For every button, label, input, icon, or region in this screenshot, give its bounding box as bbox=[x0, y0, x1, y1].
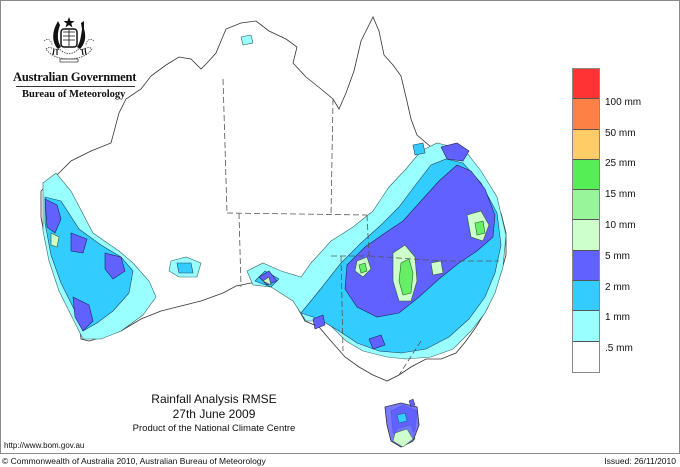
state-borders bbox=[222, 78, 499, 376]
legend-swatch-15mm bbox=[573, 159, 599, 191]
rainfall-map bbox=[40, 16, 507, 448]
legend-label-0-5mm: .5 mm bbox=[605, 343, 633, 354]
map-title: Rainfall Analysis RMSE bbox=[151, 392, 277, 406]
bom-logo: Australian Government Bureau of Meteorol… bbox=[7, 9, 137, 100]
legend-swatch-5mm bbox=[573, 220, 599, 251]
org-name: Australian Government bbox=[13, 70, 137, 84]
map-frame: Australian Government Bureau of Meteorol… bbox=[0, 0, 680, 454]
tasmania-5mm bbox=[392, 428, 414, 448]
logo-divider bbox=[16, 86, 135, 87]
legend-label-2mm: 2 mm bbox=[605, 282, 630, 293]
legend-swatch-100mm bbox=[573, 69, 599, 100]
legend-swatch-25mm bbox=[573, 129, 599, 160]
agency-name: Bureau of Meteorology bbox=[22, 89, 126, 100]
legend-label-25mm: 25 mm bbox=[605, 158, 636, 169]
coat-of-arms-icon bbox=[43, 17, 95, 63]
legend-label-1mm: 1 mm bbox=[605, 312, 630, 323]
flinders-island bbox=[408, 398, 416, 408]
copyright-notice: © Commonwealth of Australia 2010, Austra… bbox=[2, 456, 266, 466]
legend-swatch-10mm bbox=[573, 190, 599, 221]
issued-date: Issued: 26/11/2010 bbox=[604, 456, 676, 466]
rainfall-band-10mm bbox=[358, 220, 486, 296]
legend-label-100mm: 100 mm bbox=[605, 97, 642, 108]
product-note: Product of the National Climate Centre bbox=[132, 423, 296, 434]
rainfall-legend bbox=[572, 68, 600, 373]
legend-label-50mm: 50 mm bbox=[605, 128, 636, 139]
legend-label-5mm: 5 mm bbox=[605, 251, 630, 262]
legend-label-15mm: 15 mm bbox=[605, 189, 636, 200]
legend-swatch-1mm bbox=[573, 281, 599, 312]
bom-url-link[interactable]: http://www.bom.gov.au bbox=[4, 441, 85, 450]
legend-label-10mm: 10 mm bbox=[605, 220, 636, 231]
tasmania-1mm bbox=[396, 412, 408, 424]
legend-swatch-50mm bbox=[573, 99, 599, 130]
legend-swatch-2mm bbox=[573, 250, 599, 282]
map-date: 27th June 2009 bbox=[172, 407, 256, 421]
legend-swatch-0-5mm bbox=[573, 311, 599, 342]
legend-swatch-0mm bbox=[573, 341, 599, 372]
